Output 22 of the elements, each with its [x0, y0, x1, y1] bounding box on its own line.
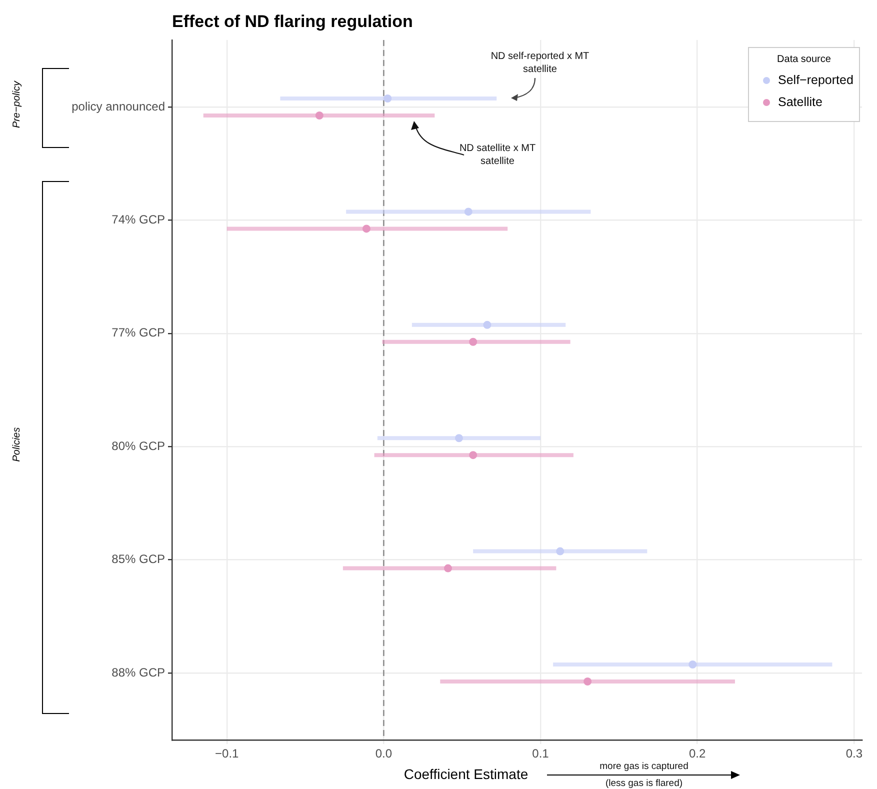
annotation: ND self-reported x MT satellite — [490, 50, 590, 76]
x-axis-title: Coefficient Estimate — [402, 766, 530, 782]
x-tick-label: 0.2 — [688, 746, 706, 761]
legend-title: Data source — [776, 54, 832, 65]
text: (less gas is flared) — [604, 777, 684, 789]
y-tick-label: 74% GCP — [112, 212, 165, 227]
annotation: ND satellite x MT satellite — [458, 142, 537, 168]
x-tick-label: 0.1 — [532, 746, 550, 761]
chart-title: Effect of ND flaring regulation — [172, 12, 413, 32]
text: Policies — [12, 426, 22, 464]
text: Pre−policy — [12, 80, 22, 130]
legend-label: Self−reported — [778, 73, 854, 87]
legend-label: Satellite — [778, 95, 822, 109]
x-tick-label: 0.0 — [375, 746, 392, 761]
y-tick-label: 80% GCP — [112, 438, 165, 453]
y-tick-label: 88% GCP — [112, 665, 165, 680]
x-tick-label: −0.1 — [215, 746, 240, 761]
y-tick-label: policy announced — [72, 99, 165, 114]
y-tick-label: 85% GCP — [112, 552, 165, 566]
y-tick-label: 77% GCP — [112, 326, 165, 340]
text: more gas is captured — [598, 760, 690, 773]
x-tick-label: 0.3 — [846, 746, 863, 761]
